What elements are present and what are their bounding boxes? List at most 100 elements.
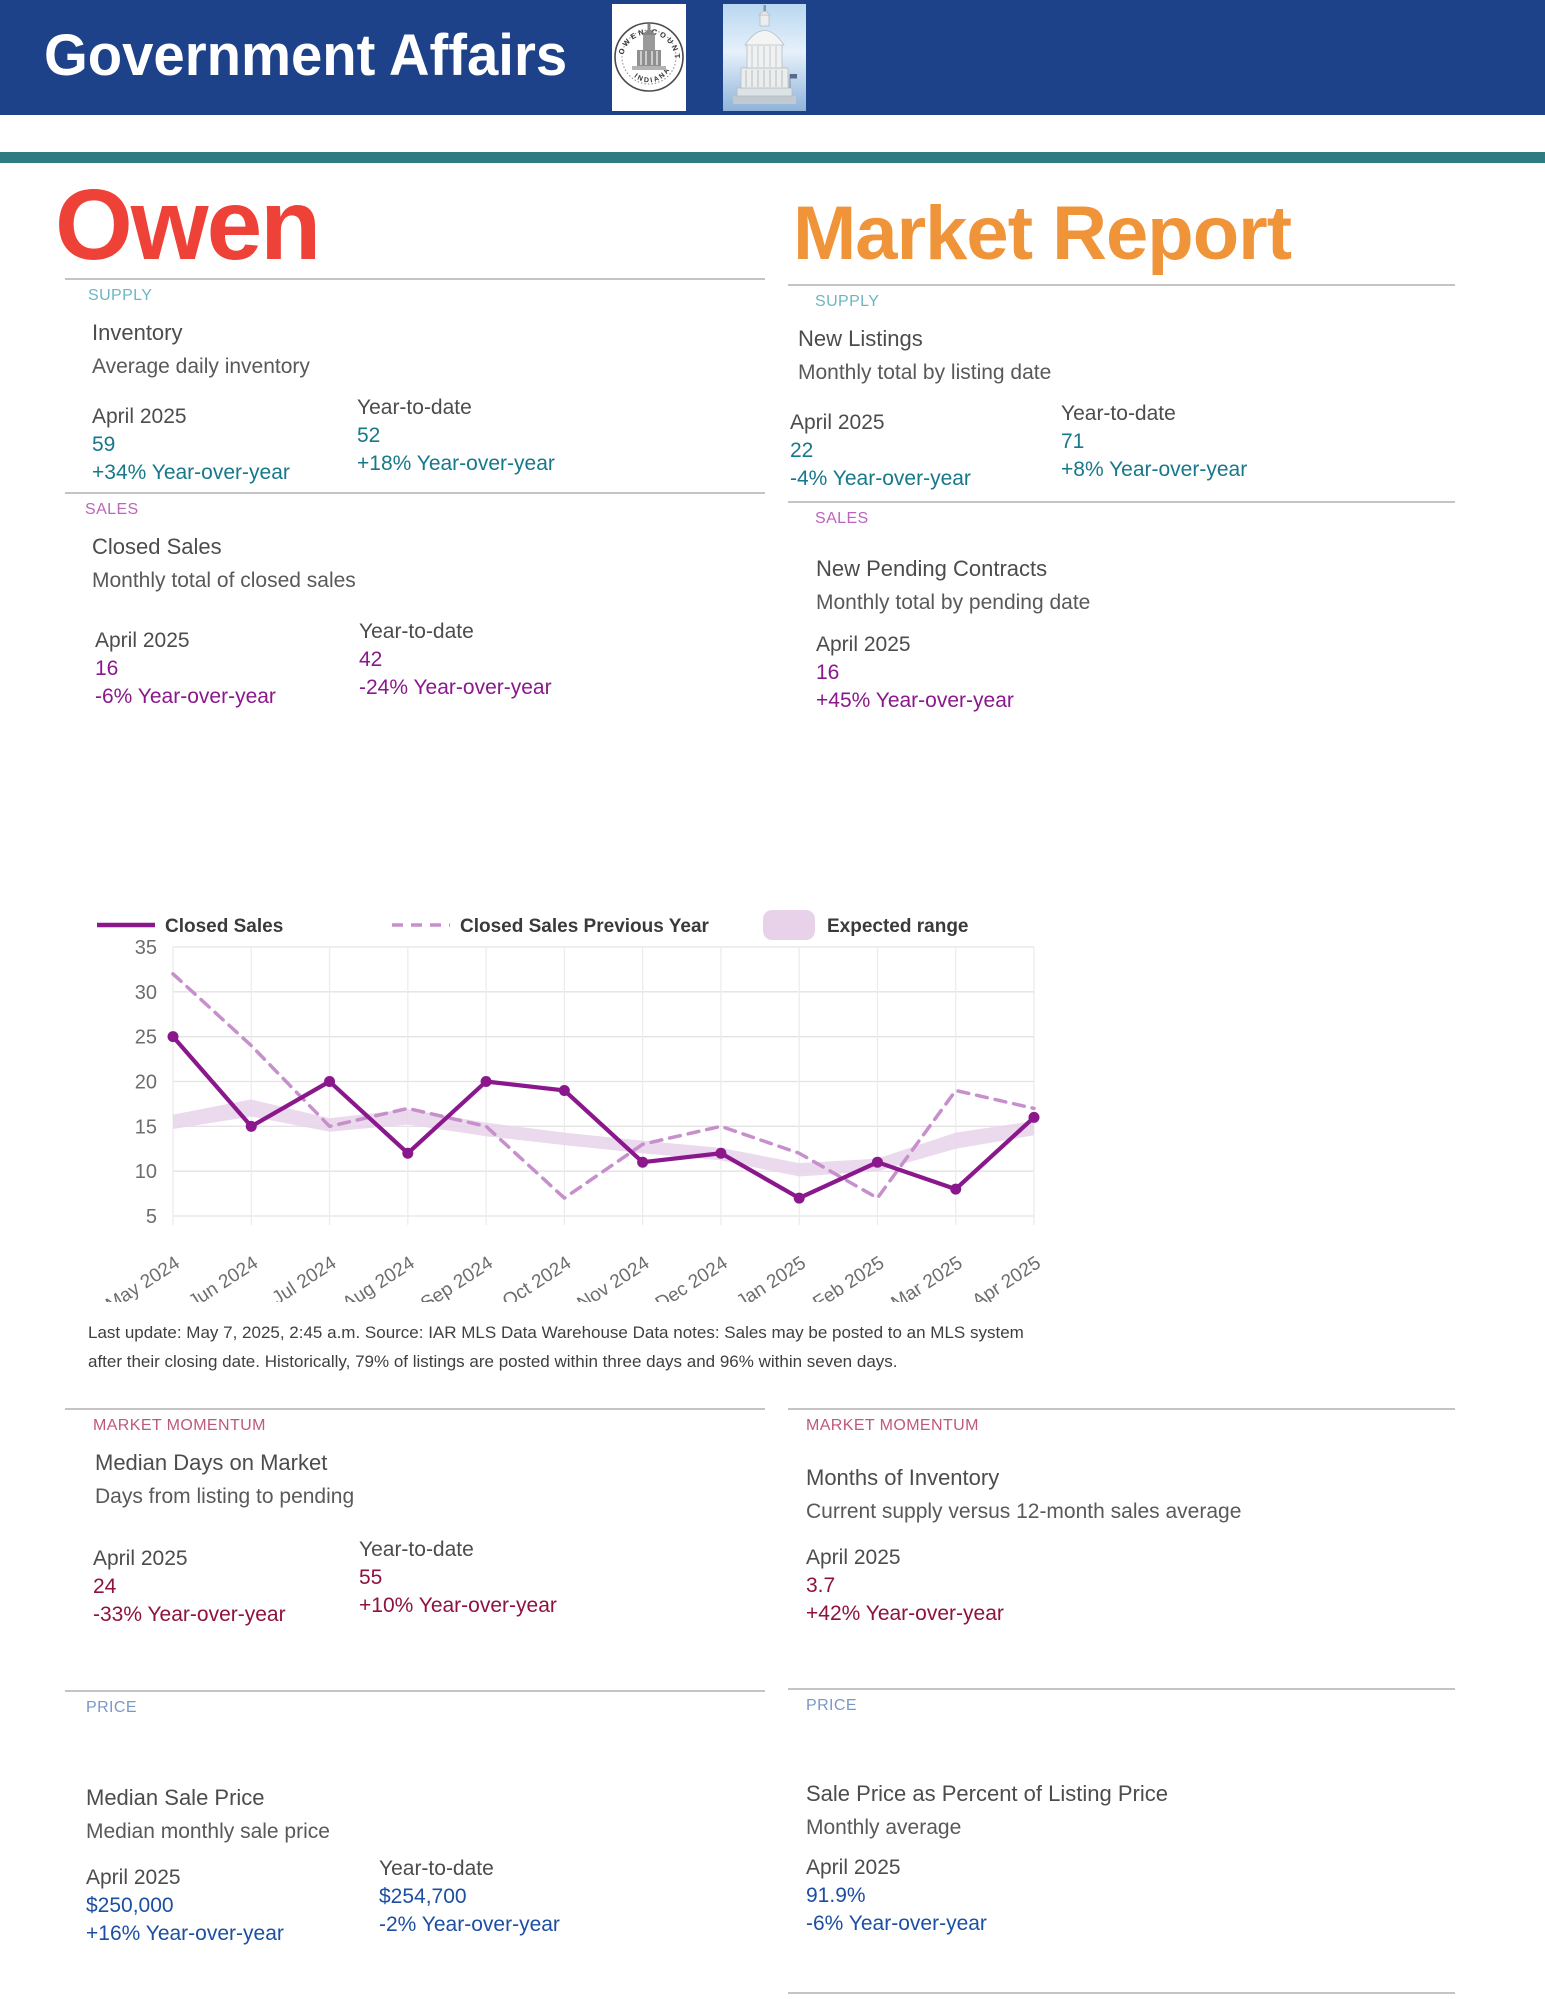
- stat-ytd: Year-to-date 71 +8% Year-over-year: [1061, 400, 1247, 493]
- metric-title: Closed Sales: [92, 534, 222, 559]
- stat-period: Year-to-date: [357, 396, 472, 419]
- stat-period: April 2025: [806, 1546, 901, 1569]
- metric-subtitle: Monthly average: [806, 1816, 962, 1839]
- svg-text:Aug 2024: Aug 2024: [339, 1252, 419, 1302]
- section-right-supply: SUPPLY New Listings Monthly total by lis…: [788, 284, 1455, 493]
- stat-current: April 2025 16 -6% Year-over-year: [95, 627, 359, 711]
- county-seal-icon: OWEN COUNTY INDIANA: [608, 0, 686, 111]
- stat-value: 42: [359, 648, 383, 671]
- section-divider: [65, 278, 765, 280]
- stat-yoy: +18% Year-over-year: [357, 452, 555, 475]
- stat-yoy: +8% Year-over-year: [1061, 458, 1248, 481]
- section-left-sales: SALES Closed Sales Monthly total of clos…: [65, 492, 765, 711]
- svg-text:Jul 2024: Jul 2024: [269, 1252, 341, 1302]
- stat-ytd: Year-to-date 52 +18% Year-over-year: [357, 394, 555, 487]
- svg-text:Sep 2024: Sep 2024: [417, 1252, 497, 1302]
- svg-text:20: 20: [135, 1072, 157, 1094]
- svg-text:Closed Sales Previous Year: Closed Sales Previous Year: [460, 916, 710, 937]
- section-divider: [65, 1690, 765, 1692]
- section-divider: [788, 1408, 1455, 1410]
- metric-subtitle: Monthly total of closed sales: [92, 569, 356, 592]
- section-label: SALES: [815, 510, 869, 527]
- section-divider: [788, 284, 1455, 286]
- bottom-divider: [788, 1992, 1455, 1994]
- stat-yoy: +42% Year-over-year: [806, 1602, 1004, 1625]
- stat-current: April 2025 3.7 +42% Year-over-year: [806, 1544, 1004, 1628]
- stat-period: April 2025: [86, 1866, 181, 1889]
- stat-value: 22: [790, 439, 814, 462]
- metric-title: Median Sale Price: [86, 1785, 265, 1810]
- stat-value: $250,000: [86, 1894, 174, 1917]
- svg-text:Jan 2025: Jan 2025: [733, 1253, 810, 1302]
- county-title: Owen: [55, 169, 321, 281]
- teal-divider-bar: [0, 152, 1545, 163]
- capitol-dome-icon: [723, 4, 806, 111]
- section-divider: [788, 501, 1455, 503]
- svg-text:35: 35: [135, 937, 157, 959]
- stat-value: 55: [359, 1566, 383, 1589]
- metric-subtitle: Days from listing to pending: [95, 1485, 355, 1508]
- stat-period: April 2025: [95, 629, 190, 652]
- section-label: MARKET MOMENTUM: [806, 1417, 979, 1434]
- closed-sales-chart-svg: 5 10 15 20 25 30 35 May 2024 Jun 2024 Jul 2024Aug…: [97, 910, 1045, 1316]
- stat-period: Year-to-date: [359, 1538, 474, 1561]
- stat-yoy: +16% Year-over-year: [86, 1922, 284, 1945]
- report-title: Market Report: [793, 191, 1292, 276]
- stat-value: 16: [95, 657, 119, 680]
- svg-text:30: 30: [135, 982, 157, 1004]
- stat-period: Year-to-date: [379, 1857, 494, 1880]
- metric-title: New Listings: [798, 326, 923, 351]
- stat-value: 3.7: [806, 1574, 836, 1597]
- stat-value: 59: [92, 433, 116, 456]
- section-label: MARKET MOMENTUM: [93, 1417, 266, 1434]
- stat-value: 71: [1061, 430, 1085, 453]
- svg-text:5: 5: [146, 1206, 157, 1228]
- metric-title: Months of Inventory: [806, 1465, 1000, 1490]
- svg-text:Apr 2025: Apr 2025: [969, 1253, 1045, 1302]
- stat-yoy: -33% Year-over-year: [93, 1603, 286, 1626]
- metric-subtitle: Average daily inventory: [92, 355, 310, 378]
- svg-text:Expected range: Expected range: [827, 916, 969, 937]
- owen-county-seal-logo: OWEN COUNTY INDIANA: [608, 0, 686, 111]
- closed-sales-chart: 5 10 15 20 25 30 35 May 2024 Jun 2024 Jul 2024 Aug…: [95, 902, 1080, 1316]
- stat-yoy: -2% Year-over-year: [379, 1913, 560, 1936]
- svg-text:Closed Sales: Closed Sales: [165, 916, 283, 937]
- stat-yoy: -24% Year-over-year: [359, 676, 552, 699]
- section-left-momentum: MARKET MOMENTUM Median Days on Market Da…: [65, 1408, 765, 1629]
- section-label: PRICE: [86, 1699, 137, 1716]
- svg-text:Mar 2025: Mar 2025: [888, 1253, 967, 1302]
- stat-current: April 2025 16 +45% Year-over-year: [816, 631, 1014, 715]
- section-right-sales: SALES New Pending Contracts Monthly tota…: [788, 501, 1455, 715]
- stat-yoy: -4% Year-over-year: [790, 467, 971, 490]
- stat-value: 91.9%: [806, 1884, 866, 1907]
- stat-period: April 2025: [816, 633, 911, 656]
- svg-text:Oct 2024: Oct 2024: [499, 1252, 575, 1302]
- section-divider: [65, 1408, 765, 1410]
- svg-text:15: 15: [135, 1116, 157, 1138]
- stat-period: April 2025: [92, 405, 187, 428]
- stat-ytd: Year-to-date 55 +10% Year-over-year: [359, 1536, 557, 1629]
- capitol-dome-logo: [723, 4, 806, 111]
- metric-subtitle: Monthly total by listing date: [798, 361, 1052, 384]
- metric-title: Median Days on Market: [95, 1450, 328, 1475]
- header-bar: Government Affairs OWEN COUNTY INDIANA: [0, 0, 1545, 115]
- stat-current: April 2025 91.9% -6% Year-over-year: [806, 1854, 987, 1938]
- svg-text:Nov 2024: Nov 2024: [574, 1252, 654, 1302]
- stat-period: April 2025: [93, 1547, 188, 1570]
- stat-yoy: +34% Year-over-year: [92, 461, 290, 484]
- svg-text:May 2024: May 2024: [102, 1252, 184, 1302]
- section-divider: [788, 1688, 1455, 1690]
- svg-text:25: 25: [135, 1027, 157, 1049]
- stat-period: Year-to-date: [359, 620, 474, 643]
- stat-current: April 2025 59 +34% Year-over-year: [92, 403, 357, 487]
- stat-yoy: +10% Year-over-year: [359, 1594, 557, 1617]
- stat-ytd: Year-to-date $254,700 -2% Year-over-year: [379, 1855, 560, 1948]
- metric-subtitle: Current supply versus 12-month sales ave…: [806, 1500, 1242, 1523]
- metric-title: New Pending Contracts: [816, 556, 1048, 581]
- section-label: SUPPLY: [88, 287, 153, 304]
- svg-text:Dec 2024: Dec 2024: [652, 1252, 732, 1302]
- metric-subtitle: Monthly total by pending date: [816, 591, 1091, 614]
- data-source-footnote: Last update: May 7, 2025, 2:45 a.m. Sour…: [88, 1323, 1024, 1371]
- stat-value: 24: [93, 1575, 117, 1598]
- section-label: PRICE: [806, 1697, 857, 1714]
